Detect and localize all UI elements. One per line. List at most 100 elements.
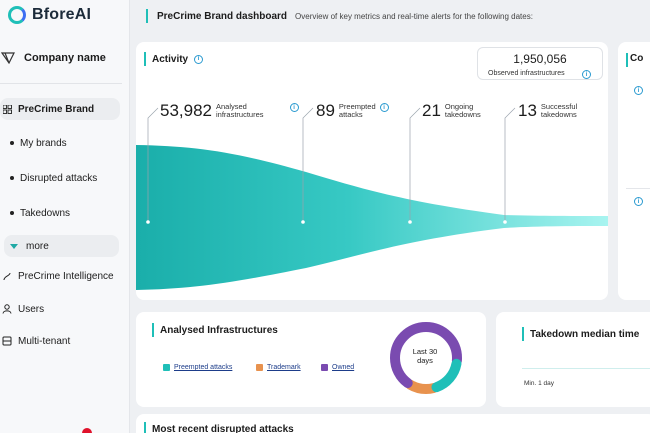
metric-label: Preempted attacks [339, 103, 376, 119]
sidebar-item-more[interactable]: more [4, 235, 119, 257]
metric-label-line: takedowns [540, 110, 577, 119]
side-card: Co i i [618, 42, 650, 300]
activity-funnel-chart [136, 107, 608, 290]
analysed-infrastructures-card: Analysed Infrastructures Preempted attac… [136, 312, 486, 407]
observed-infrastructures-box: 1,950,056 Observed infrastructures i [477, 47, 603, 80]
analysed-title-text: Analysed Infrastructures [160, 324, 278, 336]
sidebar-item-label: PreCrime Brand [18, 103, 95, 115]
recent-attacks-card: Most recent disrupted attacks [136, 414, 650, 433]
metric-label: Successful takedowns [541, 103, 577, 119]
company-selector[interactable]: Company name [0, 50, 106, 66]
bullet-icon [10, 211, 14, 215]
page-title: PreCrime Brand dashboard [157, 10, 288, 22]
funnel-connector-2 [302, 107, 314, 222]
sidebar-item-label: Takedowns [20, 207, 71, 219]
sidebar-item-precrime-intelligence[interactable]: PreCrime Intelligence [0, 265, 120, 287]
activity-title: Activity i [144, 52, 204, 66]
grid-icon [0, 104, 14, 114]
bforeai-logo-icon [8, 6, 26, 24]
sidebar-item-users[interactable]: Users [0, 298, 120, 320]
funnel-node-4 [503, 220, 507, 224]
funnel-node-3 [408, 220, 412, 224]
bullet-icon [10, 176, 14, 180]
metric-label: Ongoing takedowns [445, 103, 481, 119]
funnel-connector-1 [147, 107, 159, 222]
sidebar-item-disrupted-attacks[interactable]: Disrupted attacks [0, 167, 120, 189]
legend-preempted[interactable]: Preempted attacks [163, 364, 232, 371]
title-accent-bar [144, 422, 146, 433]
brand-logo[interactable]: BforeAI [8, 6, 91, 24]
legend-trademark[interactable]: Trademark [256, 364, 301, 371]
recent-title-text: Most recent disrupted attacks [152, 423, 294, 433]
donut-center-label: Last 30 days [407, 347, 443, 365]
funnel-shape [136, 145, 608, 290]
title-accent-bar [144, 52, 146, 66]
metric-preempted: 89 Preempted attacks i [316, 102, 389, 120]
takedown-title: Takedown median time [522, 327, 639, 341]
sidebar-item-label: Users [18, 303, 45, 315]
sidebar-item-precrime-brand[interactable]: PreCrime Brand [0, 98, 120, 120]
sidebar-item-my-brands[interactable]: My brands [0, 132, 120, 154]
funnel-connector-3 [409, 107, 421, 222]
donut-center-line: Last 30 [412, 347, 438, 356]
legend-swatch [163, 364, 170, 371]
legend-swatch [321, 364, 328, 371]
header-accent-bar [146, 9, 148, 23]
takedown-trend-line [522, 368, 650, 369]
legend-swatch [256, 364, 263, 371]
bullet-icon [10, 141, 14, 145]
info-icon[interactable]: i [582, 70, 591, 79]
metric-value: 89 [316, 101, 335, 120]
metric-label-line: attacks [338, 110, 363, 119]
metric-label-line: Analysed [216, 102, 247, 111]
analysed-title: Analysed Infrastructures [152, 323, 278, 337]
info-icon[interactable]: i [634, 197, 643, 206]
legend-label: Preempted attacks [174, 364, 233, 371]
title-accent-bar [152, 323, 154, 337]
info-icon[interactable]: i [194, 54, 204, 64]
funnel-node-2 [301, 220, 305, 224]
brand-name: BforeAI [32, 6, 92, 23]
metric-successful: 13 Successful takedowns [518, 102, 577, 120]
users-icon [0, 304, 14, 314]
metric-value: 21 [422, 101, 441, 120]
observed-label: Observed infrastructures [488, 70, 565, 77]
donut-segment-owned [390, 322, 462, 394]
takedown-title-text: Takedown median time [530, 328, 640, 340]
metric-value: 13 [518, 101, 537, 120]
donut-center-line: days [417, 356, 433, 365]
metric-label-line: takedowns [444, 110, 481, 119]
donut-segment-trademark [390, 322, 462, 394]
metric-label-line: Ongoing [444, 102, 474, 111]
info-icon[interactable]: i [634, 86, 643, 95]
metric-analysed: 53,982 Analysed infrastructures i [160, 102, 299, 120]
funnel-connector-4 [504, 107, 516, 222]
metric-label-line: Preempted [338, 102, 376, 111]
intelligence-icon [0, 272, 14, 281]
funnel-node-1 [146, 220, 150, 224]
notification-dot[interactable] [82, 428, 92, 433]
info-icon[interactable]: i [289, 103, 299, 112]
page-header: PreCrime Brand dashboard Overview of key… [130, 0, 610, 32]
caret-down-icon [10, 243, 18, 249]
info-icon[interactable]: i [379, 103, 389, 112]
sidebar-divider [0, 83, 122, 84]
page-description: Overview of key metrics and real-time al… [295, 11, 533, 21]
metric-ongoing: 21 Ongoing takedowns [422, 102, 481, 120]
sidebar-item-label: Disrupted attacks [20, 172, 98, 184]
sidebar-item-takedowns[interactable]: Takedowns [0, 202, 120, 224]
takedown-median-card: Takedown median time Min. 1 day [496, 312, 650, 407]
metric-label-line: Successful [540, 102, 578, 111]
title-accent-bar [626, 53, 628, 67]
activity-card: Activity i 1,950,056 Observed infrastruc… [136, 42, 608, 300]
metric-label-line: infrastructures [216, 110, 264, 119]
side-card-divider [626, 188, 650, 189]
activity-title-text: Activity [152, 53, 189, 65]
legend-owned[interactable]: Owned [321, 364, 354, 371]
takedown-min-label: Min. 1 day [524, 380, 554, 387]
sidebar-item-label: My brands [20, 137, 67, 149]
sidebar: BforeAI Company name PreCrime Brand My b… [0, 0, 130, 433]
observed-value: 1,950,056 [513, 52, 567, 66]
sidebar-item-multi-tenant[interactable]: Multi-tenant [0, 330, 120, 352]
recent-title: Most recent disrupted attacks [144, 422, 294, 433]
